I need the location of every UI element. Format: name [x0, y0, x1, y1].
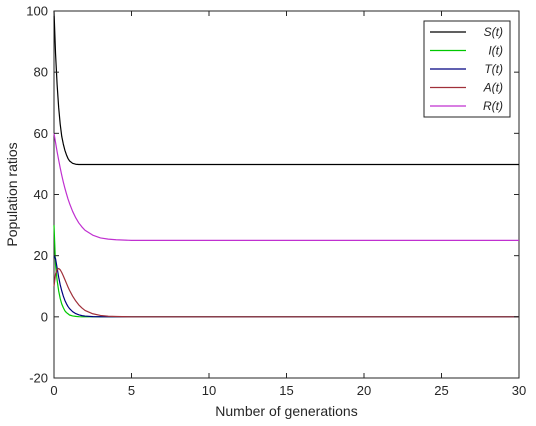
x-tick-label: 15 [279, 383, 293, 398]
y-tick-label: 0 [41, 309, 48, 324]
y-axis-label: Population ratios [4, 142, 20, 246]
legend: S(t) I(t) T(t) A(t) R(t) [423, 20, 511, 118]
legend-label: I(t) [488, 44, 503, 58]
x-tick-label: 0 [50, 383, 57, 398]
legend-label: S(t) [484, 25, 503, 39]
legend-label: T(t) [484, 62, 503, 76]
x-tick-label: 25 [434, 383, 448, 398]
y-tick-label: -20 [29, 371, 48, 386]
y-tick-label: 100 [26, 4, 48, 19]
y-tick-label: 80 [34, 65, 48, 80]
series-line [53, 267, 519, 318]
x-tick-label: 20 [357, 383, 371, 398]
series-line [53, 133, 519, 241]
y-tick-label: 20 [34, 248, 48, 263]
legend-label: R(t) [483, 99, 503, 113]
series-layer [53, 10, 519, 318]
x-axis-label: Number of generations [215, 403, 357, 419]
x-tick-label: 5 [128, 383, 135, 398]
series-line [53, 10, 519, 166]
x-tick-label: 10 [202, 383, 216, 398]
y-tick-label: 40 [34, 187, 48, 202]
y-tick-label: 60 [34, 126, 48, 141]
legend-label: A(t) [483, 81, 503, 95]
x-tick-label: 30 [512, 383, 526, 398]
